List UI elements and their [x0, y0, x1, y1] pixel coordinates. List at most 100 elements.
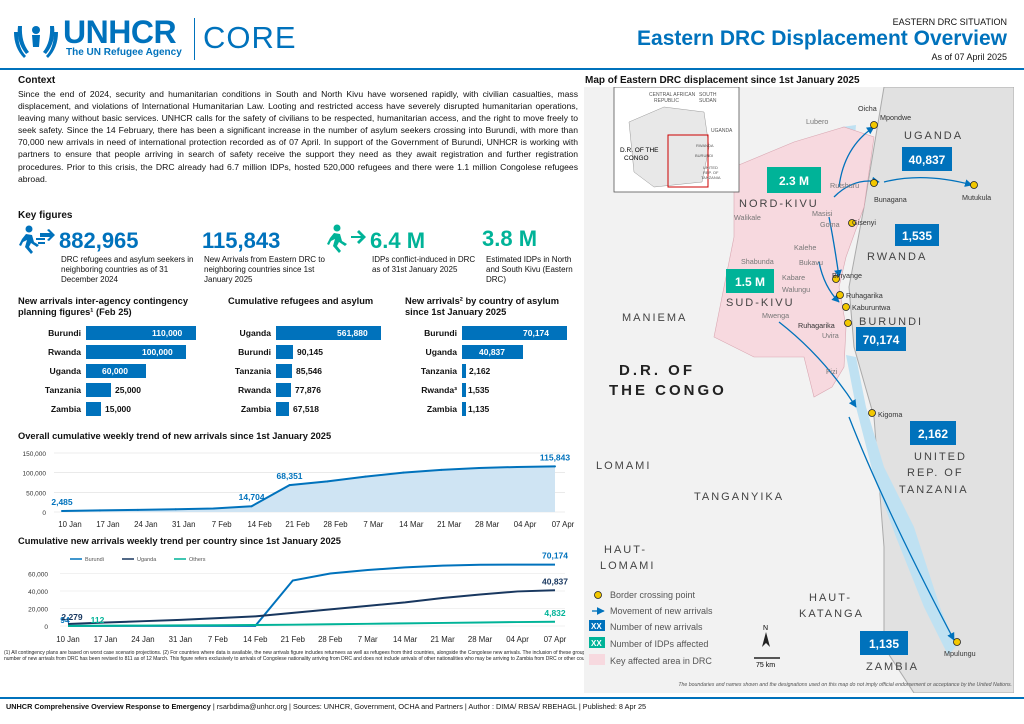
contingency-chart-title: New arrivals inter-agency contingency pl…	[18, 296, 188, 317]
y-tick-label: 60,000	[28, 572, 48, 579]
kf-idps-value: 6.4 M	[370, 228, 426, 253]
bar	[462, 345, 523, 359]
kf-kivu-idps-value: 3.8 M	[482, 226, 538, 251]
x-tick-label: 7 Mar	[358, 635, 378, 644]
overall-trend-chart: 150,000 100,000 50,000 0 10 Jan 17 Jan 24 Jan 3…	[23, 451, 575, 529]
trend-point	[554, 465, 556, 468]
place-rutshuru: Rutshuru	[830, 181, 859, 190]
legend-new-arrivals-swatch	[589, 620, 605, 631]
logo-divider	[194, 18, 195, 60]
movement-arrow	[828, 216, 842, 278]
running-person-icon	[19, 225, 55, 254]
bar-value-label: 67,518	[293, 404, 319, 414]
key-affected-area	[713, 126, 875, 398]
x-tick-label: 28 Mar	[468, 635, 493, 644]
border-crossing-point	[970, 181, 978, 189]
trend-point	[516, 465, 519, 468]
arrivals-badge-uganda-text: 40,837	[909, 153, 946, 167]
footer-details: | rsarbdima@unhcr.org | Sources: UNHCR, …	[210, 702, 647, 711]
bar-value-label: 561,880	[337, 328, 368, 338]
x-tick-label: 07 Apr	[552, 520, 575, 529]
place-kaburuntwa: Kaburuntwa	[852, 303, 890, 312]
svg-text:CONGO: CONGO	[624, 155, 649, 162]
trend-point	[61, 510, 63, 513]
bar	[276, 402, 289, 416]
region-sud-kivu: SUD-KIVU	[726, 297, 795, 309]
north-label: N	[763, 625, 768, 632]
core-label: CORE	[203, 20, 297, 55]
bar	[276, 326, 381, 340]
x-tick-label: 10 Jan	[56, 635, 79, 644]
bar	[276, 345, 293, 359]
movement-arrow	[838, 126, 875, 188]
bar-value-label: 1,135	[468, 404, 490, 414]
bar-value-label: 2,162	[469, 366, 491, 376]
kf-idps-label: IDPs conflict-induced in DRC as of 31st …	[372, 255, 476, 274]
svg-text:XX: XX	[591, 622, 602, 631]
place-shabunda: Shabunda	[741, 257, 774, 266]
bar-value-label: 25,000	[115, 385, 141, 395]
point-value-label: 14,704	[239, 492, 265, 502]
logo-subtitle: The UN Refugee Agency	[66, 47, 182, 58]
x-tick-label: 17 Jan	[96, 520, 119, 529]
movement-arrow	[883, 177, 973, 187]
x-tick-label: 28 Mar	[475, 520, 500, 529]
svg-text:TANZANIA: TANZANIA	[701, 175, 721, 180]
region-maniema: MANIEMA	[622, 312, 687, 324]
bar-value-label: 77,876	[295, 385, 321, 395]
x-tick-label: 28 Feb	[318, 635, 343, 644]
bar-category-label: Burundi	[424, 328, 457, 338]
bar-value-label: 110,000	[152, 328, 183, 338]
border-crossing-point	[842, 303, 850, 311]
logo-text: UNHCR	[63, 14, 177, 50]
bar-value-label: 70,174	[523, 328, 549, 338]
x-tick-label: 7 Feb	[208, 635, 229, 644]
x-tick-label: 31 Jan	[172, 520, 195, 529]
x-tick-label: 04 Apr	[506, 635, 529, 644]
overall-trend-title: Overall cumulative weekly trend of new a…	[18, 431, 332, 441]
bar-value-label: 85,546	[296, 366, 322, 376]
trend-line	[61, 465, 556, 513]
x-tick-label: 24 Jan	[134, 520, 157, 529]
key-figures-heading: Key figures	[18, 210, 73, 221]
place-kigoma: Kigoma	[878, 410, 902, 419]
footer-bar: UNHCR Comprehensive Overview Response to…	[0, 697, 1024, 724]
point-value-label: 2,279	[61, 612, 83, 622]
bar-value-label: 90,145	[297, 347, 323, 357]
place-mwenga: Mwenga	[762, 311, 789, 320]
idp-badge-nord-kivu	[767, 167, 821, 193]
arrivals-badge-tanzania	[910, 421, 956, 445]
kf-new-arrivals-label: New Arrivals from Eastern DRC to neighbo…	[204, 255, 325, 284]
point-value-label: 2,485	[51, 497, 73, 507]
x-tick-label: 21 Mar	[430, 635, 455, 644]
border-crossing-point	[953, 638, 961, 646]
arrivals-badge-rwanda	[895, 224, 939, 246]
place-binyange: Binyange	[832, 271, 862, 280]
trend-point	[402, 471, 405, 474]
x-tick-label: 24 Jan	[131, 635, 154, 644]
point-value-label: 68,351	[277, 471, 303, 481]
kf-refugees-label: DRC refugees and asylum seekers in neigh…	[61, 255, 194, 284]
svg-text:Key affected area in DRC: Key affected area in DRC	[610, 656, 712, 666]
y-tick-label: 150,000	[23, 451, 47, 458]
bar-category-label: Rwanda	[48, 347, 81, 357]
place-goma: Goma	[820, 220, 840, 229]
bar-category-label: Burundi	[48, 328, 81, 338]
svg-text:Border crossing point: Border crossing point	[610, 590, 696, 600]
idp-badge-sud-kivu	[726, 269, 774, 293]
border-crossing-point	[870, 179, 878, 187]
bar-category-label: Uganda	[239, 328, 271, 338]
drc-label-2: THE CONGO	[609, 382, 727, 399]
scale-label: 75 km	[756, 662, 775, 669]
drc-label-1: D.R. OF	[619, 362, 695, 379]
place-mutukula: Mutukula	[962, 193, 991, 202]
svg-text:REPUBLIC: REPUBLIC	[654, 98, 679, 104]
arrivals-badge-rwanda-text: 1,535	[902, 229, 932, 243]
bar	[86, 364, 146, 378]
point-value-label: 4,832	[544, 608, 566, 618]
bar	[86, 326, 196, 340]
y-tick-label: 0	[42, 510, 46, 517]
map-title: Map of Eastern DRC displacement since 1s…	[585, 75, 860, 86]
place-uvira: Uvira	[822, 331, 839, 340]
svg-text:CENTRAL AFRICAN: CENTRAL AFRICAN	[649, 92, 696, 98]
